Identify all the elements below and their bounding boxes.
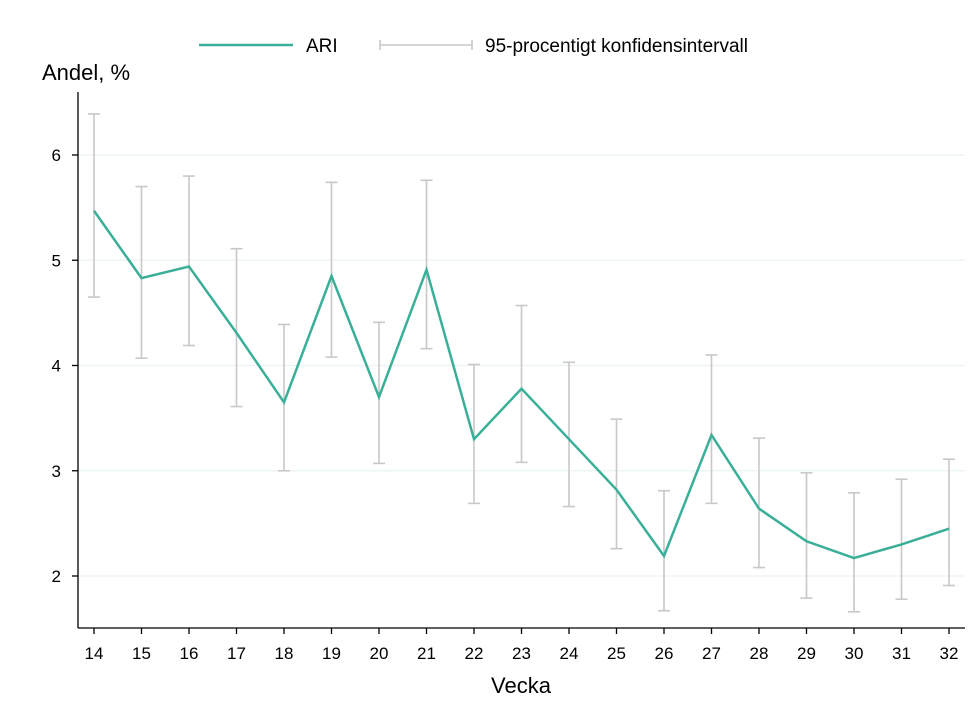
x-tick-label-18: 18 <box>275 644 294 663</box>
x-tick-label-19: 19 <box>322 644 341 663</box>
ci-bar-week-29 <box>800 472 813 599</box>
y-tick-label-3: 3 <box>52 462 61 481</box>
ci-bar-week-15 <box>135 185 148 359</box>
ci-bar-week-30 <box>848 492 860 613</box>
x-tick-label-14: 14 <box>85 644 104 663</box>
x-tick-label-31: 31 <box>892 644 911 663</box>
series-line-ari <box>92 210 950 560</box>
ci-bar-week-27 <box>705 354 718 505</box>
ci-bar-week-17 <box>230 247 243 408</box>
ci-bar-week-20 <box>373 321 385 465</box>
x-tick-label-29: 29 <box>797 644 816 663</box>
ci-bar-week-25 <box>610 418 623 550</box>
x-tick-label-24: 24 <box>560 644 579 663</box>
x-axis-title: Vecka <box>491 673 552 698</box>
y-tick-label-4: 4 <box>52 357 61 376</box>
x-tick-label-17: 17 <box>227 644 246 663</box>
legend-label-ari: ARI <box>306 36 338 57</box>
x-tick-label-23: 23 <box>512 644 531 663</box>
ci-bar-week-32 <box>943 458 955 587</box>
ci-bar-week-22 <box>468 363 480 505</box>
x-tick-label-22: 22 <box>465 644 484 663</box>
ci-bar-week-18 <box>278 323 290 472</box>
ci-bar-week-16 <box>183 175 195 347</box>
y-tick-labels: 2 3 4 5 6 <box>52 146 61 586</box>
y-tick-label-6: 6 <box>52 146 61 165</box>
x-tick-labels: 14 15 16 17 18 19 20 21 22 23 24 25 26 27 28 29 30 31 32 <box>85 644 959 663</box>
x-tick-label-20: 20 <box>370 644 389 663</box>
legend-swatch-ci <box>379 40 473 50</box>
ci-bar-week-23 <box>515 304 528 464</box>
axes <box>72 92 965 634</box>
series-lines <box>92 210 950 560</box>
legend-label-ci: 95-procentigt konfidensintervall <box>485 36 748 57</box>
ci-bar-week-24 <box>563 361 575 508</box>
x-tick-label-27: 27 <box>702 644 721 663</box>
x-tick-label-15: 15 <box>132 644 151 663</box>
ci-bar-week-21 <box>420 179 433 350</box>
x-tick-label-16: 16 <box>180 644 199 663</box>
ci-bar-week-31 <box>895 478 908 600</box>
ci-bar-week-26 <box>658 489 670 612</box>
x-tick-label-28: 28 <box>750 644 769 663</box>
x-tick-label-32: 32 <box>940 644 959 663</box>
ci-bar-week-28 <box>753 437 765 569</box>
x-tick-label-26: 26 <box>655 644 674 663</box>
ci-bar-week-14 <box>88 113 100 298</box>
legend: ARI 95-procentigt konfidensintervall <box>199 36 748 57</box>
confidence-intervals <box>88 113 955 613</box>
y-axis-title: Andel, % <box>42 60 130 85</box>
ci-bar-week-19 <box>325 181 338 358</box>
x-tick-label-21: 21 <box>417 644 436 663</box>
x-tick-label-30: 30 <box>845 644 864 663</box>
y-tick-label-2: 2 <box>52 567 61 586</box>
y-tick-label-5: 5 <box>52 251 61 270</box>
x-tick-label-25: 25 <box>607 644 626 663</box>
